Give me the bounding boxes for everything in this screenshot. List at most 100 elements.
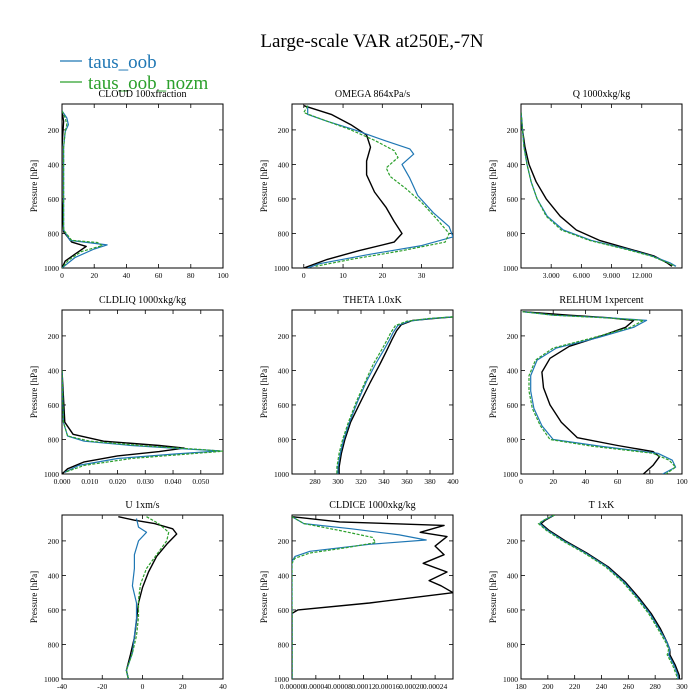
y-tick-label: 1000 [44,264,59,273]
legend-label-taus-oob-nozm: taus_oob_nozm [88,73,209,94]
x-tick-label: 300 [332,477,344,486]
y-tick-label: 800 [278,435,290,444]
y-tick-label: 400 [48,160,60,169]
y-tick-label: 600 [48,195,60,204]
x-tick-label: 20 [379,271,387,280]
series-line-black [62,370,185,474]
x-tick-label: 9.000 [603,271,620,280]
x-tick-label: 360 [401,477,413,486]
y-axis-label: Pressure [hPa] [488,160,498,212]
series-line-taus-oob [307,105,453,268]
y-axis-label: Pressure [hPa] [259,571,269,623]
y-tick-label: 200 [507,126,519,135]
x-tick-label: 0.00024 [423,682,448,691]
panel-title: Q 1000xkg/kg [573,89,631,100]
y-tick-label: 600 [507,401,519,410]
x-tick-label: 280 [309,477,321,486]
panel-5: THETA 1.0xK 200 400 600 800 1000 280 300 320 340 3… [259,295,459,486]
panel-2: OMEGA 864xPa/s 200 400 600 800 1000 0 10 20 30 Pre… [259,89,454,280]
y-tick-label: 400 [48,366,60,375]
y-tick-label: 1000 [274,470,289,479]
y-tick-label: 1000 [274,675,289,684]
panel-title: OMEGA 864xPa/s [335,89,410,100]
x-tick-label: 180 [515,682,527,691]
x-tick-label: 220 [569,682,581,691]
x-tick-label: 0.000 [54,477,71,486]
series-line-black [303,105,403,268]
x-tick-label: 0.00012 [351,682,376,691]
series-line-black [118,516,178,679]
y-tick-label: 200 [507,332,519,341]
y-tick-label: 200 [507,537,519,546]
panel-title: CLOUD 100xfraction [98,89,186,100]
x-tick-label: 0 [141,682,145,691]
x-tick-label: 380 [424,477,436,486]
series-line-taus-oob [292,516,427,679]
x-tick-label: 40 [123,271,131,280]
y-tick-label: 800 [507,640,519,649]
panel-3: Q 1000xkg/kg 200 400 600 800 1000 3.000 6.000 9.… [488,89,683,280]
y-tick-label: 400 [507,366,519,375]
series-line-taus-oob-nozm [303,105,450,267]
series-line-taus-oob [337,316,453,474]
y-tick-label: 400 [48,571,60,580]
x-tick-label: 20 [549,477,557,486]
plot-frame [61,514,224,680]
x-tick-label: 260 [623,682,635,691]
x-tick-label: 10 [339,271,347,280]
x-tick-label: 0.00020 [399,682,424,691]
y-tick-label: 800 [278,229,290,238]
series-line-black [292,516,453,679]
x-tick-label: 20 [90,271,98,280]
y-axis-label: Pressure [hPa] [29,571,39,623]
y-tick-label: 1000 [503,675,518,684]
y-tick-label: 600 [507,195,519,204]
series-line-taus-oob-nozm [62,370,223,473]
series-line-taus-oob-nozm [522,311,677,474]
y-tick-label: 600 [48,606,60,615]
plot-frame [291,514,454,680]
y-axis-label: Pressure [hPa] [29,160,39,212]
y-tick-label: 800 [278,640,290,649]
x-tick-label: 240 [596,682,608,691]
x-tick-label: 100 [676,477,688,486]
x-tick-label: 6.000 [573,271,590,280]
panel-title: T 1xK [589,500,615,511]
panel-title: RELHUM 1xpercent [559,295,643,306]
y-axis-label: Pressure [hPa] [29,366,39,418]
legend-label-taus-oob: taus_oob [88,52,157,73]
x-tick-label: 0.010 [81,477,98,486]
series-line-black [522,311,661,474]
y-tick-label: 400 [507,571,519,580]
panel-title: THETA 1.0xK [343,295,402,306]
series-line-taus-oob [521,112,677,267]
y-tick-label: 200 [48,332,60,341]
y-tick-label: 1000 [44,675,59,684]
series-line-taus-oob [62,110,108,268]
y-tick-label: 1000 [503,264,518,273]
panel-title: CLDLIQ 1000xkg/kg [99,295,186,306]
y-tick-label: 800 [48,640,60,649]
plot-frame [291,103,454,269]
x-tick-label: -40 [57,682,67,691]
x-tick-label: 0.040 [165,477,182,486]
series-line-black [540,515,680,679]
y-tick-label: 800 [507,229,519,238]
x-tick-label: 20 [179,682,187,691]
plot-frame [520,309,683,475]
series-line-taus-oob [539,515,679,679]
y-tick-label: 800 [507,435,519,444]
x-tick-label: 340 [378,477,390,486]
x-tick-label: 0.00016 [375,682,400,691]
x-tick-label: 0 [519,477,523,486]
y-axis-label: Pressure [hPa] [488,571,498,623]
x-tick-label: 0.050 [192,477,209,486]
y-tick-label: 600 [278,401,290,410]
x-tick-label: 80 [187,271,195,280]
series-line-taus-oob-nozm [62,110,103,268]
y-tick-label: 800 [48,435,60,444]
plot-frame [520,514,683,680]
